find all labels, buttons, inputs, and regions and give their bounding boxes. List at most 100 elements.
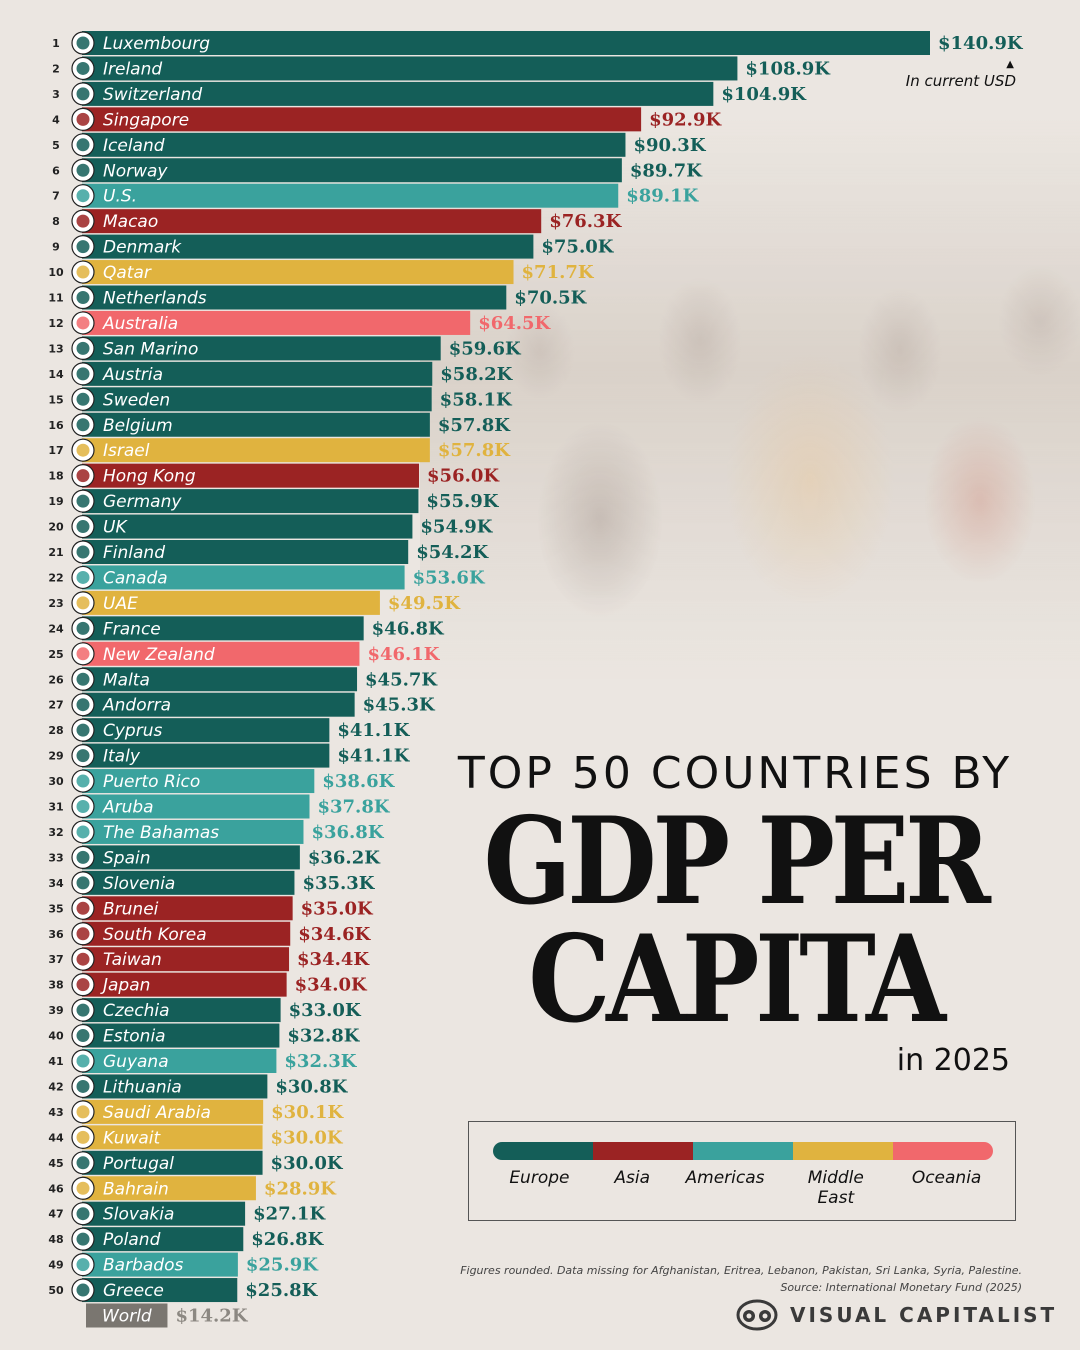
value-label: $27.1K bbox=[253, 1204, 326, 1225]
bar-japan bbox=[82, 972, 287, 997]
bar-poland bbox=[82, 1227, 244, 1252]
value-label: $57.8K bbox=[438, 415, 511, 436]
footnote: Figures rounded. Data missing for Afghan… bbox=[410, 1262, 1022, 1296]
country-label: Greece bbox=[103, 1281, 164, 1301]
australia-flag-icon bbox=[71, 311, 95, 335]
chart-row-taiwan: 37 Taiwan $34.4K bbox=[48, 947, 370, 972]
bar-hong-kong bbox=[82, 463, 420, 488]
iceland-flag-icon bbox=[71, 133, 95, 157]
bar-south-korea bbox=[82, 921, 291, 946]
bar-puerto-rico bbox=[82, 769, 315, 794]
legend-swatch-europe bbox=[493, 1142, 593, 1160]
value-label: $89.1K bbox=[626, 186, 699, 207]
value-label: $30.0K bbox=[271, 1153, 344, 1174]
country-label: Iceland bbox=[103, 136, 165, 156]
bar-kuwait bbox=[82, 1125, 263, 1150]
bar-the-bahamas bbox=[82, 819, 304, 844]
legend-color-bar bbox=[493, 1142, 993, 1160]
new-zealand-flag-icon bbox=[71, 642, 95, 666]
bar-iceland bbox=[82, 132, 626, 157]
uk-flag-icon bbox=[71, 514, 95, 539]
rank-label: 31 bbox=[48, 801, 63, 814]
rank-label: 18 bbox=[48, 470, 63, 483]
value-label: $28.9K bbox=[264, 1178, 337, 1199]
value-label: $41.1K bbox=[337, 720, 410, 741]
country-label: Andorra bbox=[102, 696, 171, 716]
country-label: Denmark bbox=[103, 238, 182, 258]
chart-row-greece: 50 Greece $25.8K bbox=[48, 1278, 319, 1303]
value-label: $46.8K bbox=[372, 618, 445, 639]
rank-label: 5 bbox=[52, 139, 60, 152]
chart-row-aruba: 31 Aruba $37.8K bbox=[48, 794, 391, 819]
rank-label: 21 bbox=[48, 546, 63, 559]
country-label: Sweden bbox=[103, 390, 170, 410]
value-label: $46.1K bbox=[367, 644, 440, 665]
malta-flag-icon bbox=[71, 667, 95, 691]
country-label: Switzerland bbox=[103, 85, 202, 105]
country-label: Australia bbox=[102, 314, 178, 334]
chart-row-bahrain: 46 Bahrain $28.9K bbox=[48, 1176, 337, 1201]
chart-row-macao: 8 Macao $76.3K bbox=[52, 209, 623, 234]
legend-swatch-asia bbox=[593, 1142, 693, 1160]
denmark-flag-icon bbox=[71, 235, 95, 259]
brand-logo: VISUAL CAPITALIST bbox=[736, 1297, 1057, 1333]
chart-row-italy: 29 Italy $41.1K bbox=[48, 743, 411, 768]
poland-flag-icon bbox=[71, 1227, 95, 1251]
bar-sweden bbox=[82, 387, 432, 412]
chart-row-iceland: 5 Iceland $90.3K bbox=[52, 132, 707, 157]
chart-row-u-s: 7 U.S. $89.1K bbox=[52, 183, 700, 208]
visual-capitalist-logo-icon bbox=[736, 1299, 778, 1331]
rank-label: 34 bbox=[48, 877, 64, 890]
chart-row-czechia: 39 Czechia $33.0K bbox=[48, 998, 362, 1023]
country-label: Canada bbox=[103, 568, 168, 588]
bar-barbados bbox=[82, 1252, 238, 1277]
country-label: The Bahamas bbox=[103, 823, 219, 843]
country-label: Macao bbox=[103, 212, 158, 232]
country-label: Luxembourg bbox=[103, 34, 210, 54]
norway-flag-icon bbox=[71, 158, 95, 182]
luxembourg-flag-icon bbox=[71, 31, 95, 55]
value-label: $89.7K bbox=[630, 160, 703, 181]
value-label: $14.2K bbox=[175, 1306, 248, 1327]
country-label: Japan bbox=[100, 976, 150, 996]
chart-row-japan: 38 Japan $34.0K bbox=[48, 972, 368, 997]
legend-swatch-americas bbox=[693, 1142, 793, 1160]
rank-label: 4 bbox=[52, 113, 60, 126]
rank-label: 2 bbox=[52, 62, 60, 75]
bar-italy bbox=[82, 743, 330, 768]
chart-row-denmark: 9 Denmark $75.0K bbox=[52, 234, 615, 259]
value-label: $75.0K bbox=[541, 237, 614, 258]
chart-row-switzerland: 3 Switzerland $104.9K bbox=[52, 81, 807, 106]
rank-label: 10 bbox=[48, 266, 64, 279]
rank-label: 24 bbox=[48, 622, 64, 635]
uae-flag-icon bbox=[71, 591, 95, 615]
us-flag-icon bbox=[71, 184, 95, 208]
rank-label: 43 bbox=[48, 1106, 63, 1119]
bar-switzerland bbox=[82, 81, 714, 106]
rank-label: 32 bbox=[48, 826, 63, 839]
country-label: Spain bbox=[103, 848, 151, 868]
rank-label: 40 bbox=[48, 1030, 64, 1043]
value-label: $54.2K bbox=[416, 542, 489, 563]
bar-macao bbox=[82, 209, 542, 234]
chart-title: TOP 50 COUNTRIES BY GDP PER CAPITA in 20… bbox=[440, 748, 1030, 1078]
hong-kong-flag-icon bbox=[71, 464, 95, 488]
value-label: $49.5K bbox=[388, 593, 461, 614]
value-label: $59.6K bbox=[449, 338, 522, 359]
chart-row-cyprus: 28 Cyprus $41.1K bbox=[48, 718, 411, 743]
bar-bahrain bbox=[82, 1176, 256, 1201]
chart-row-finland: 21 Finland $54.2K bbox=[48, 540, 490, 564]
country-label: New Zealand bbox=[103, 645, 215, 665]
chart-row-israel: 17 Israel $57.8K bbox=[48, 438, 511, 463]
country-label: Hong Kong bbox=[103, 467, 196, 487]
country-label: Belgium bbox=[103, 416, 173, 436]
country-label: U.S. bbox=[103, 187, 137, 207]
chart-row-norway: 6 Norway $89.7K bbox=[52, 158, 703, 183]
switzerland-flag-icon bbox=[71, 82, 95, 106]
country-label: World bbox=[102, 1307, 152, 1327]
rank-label: 22 bbox=[48, 571, 63, 584]
rank-label: 47 bbox=[48, 1208, 63, 1221]
estonia-flag-icon bbox=[71, 1023, 95, 1048]
country-label: Malta bbox=[103, 670, 150, 690]
bahamas-flag-icon bbox=[71, 820, 95, 844]
